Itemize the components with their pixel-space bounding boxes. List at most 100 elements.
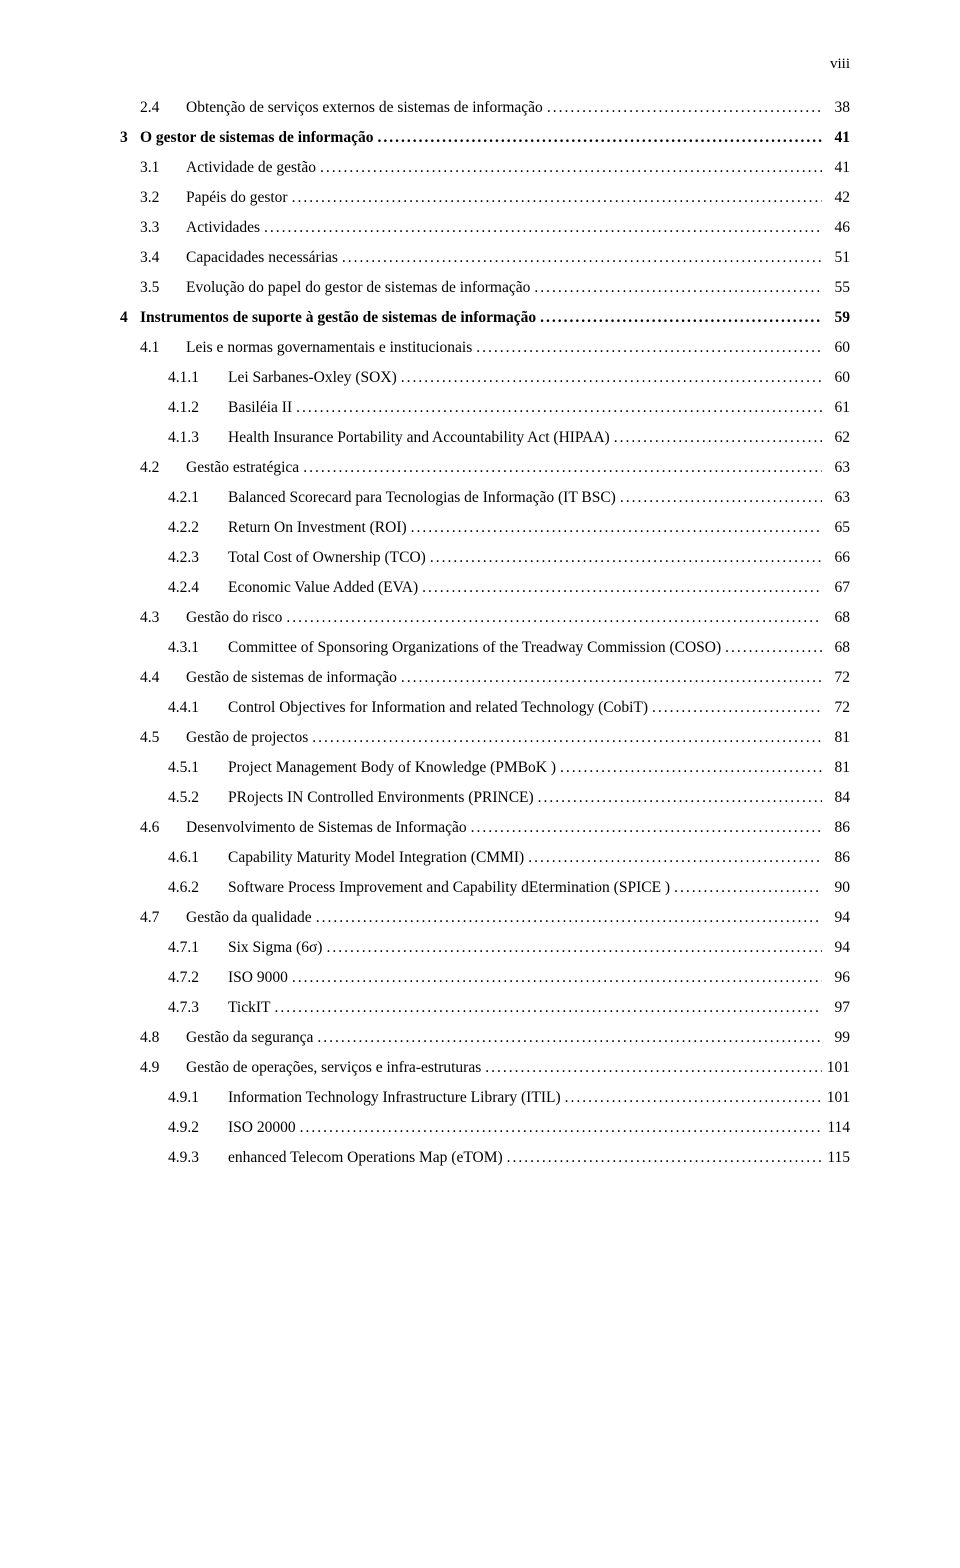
toc-entry-page: 72 — [822, 670, 850, 686]
toc-entry-number: 4.2 — [140, 460, 172, 476]
toc-entry-title: enhanced Telecom Operations Map (eTOM) — [214, 1150, 503, 1166]
toc-entry-page: 68 — [822, 640, 850, 656]
toc-entry: 4.9Gestão de operações, serviços e infra… — [120, 1060, 850, 1076]
toc-entry: 4.5.1Project Management Body of Knowledg… — [120, 760, 850, 776]
toc-entry-number: 4.5.1 — [168, 760, 214, 776]
toc-leader-dots — [292, 400, 822, 416]
toc-entry-title: TickIT — [214, 1000, 271, 1016]
toc-entry-number: 3.2 — [140, 190, 172, 206]
toc-leader-dots — [288, 190, 822, 206]
toc-leader-dots — [299, 460, 822, 476]
toc-entry-title: Evolução do papel do gestor de sistemas … — [172, 280, 530, 296]
toc-entry-title: O gestor de sistemas de informação — [136, 130, 373, 146]
toc-entry-page: 94 — [822, 940, 850, 956]
toc-entry-number: 3 — [120, 130, 136, 146]
toc-leader-dots — [338, 250, 822, 266]
toc-entry: 4.6Desenvolvimento de Sistemas de Inform… — [120, 820, 850, 836]
toc-leader-dots — [282, 610, 822, 626]
toc-entry: 3.5Evolução do papel do gestor de sistem… — [120, 280, 850, 296]
toc-entry-number: 4.1.2 — [168, 400, 214, 416]
toc-entry-page: 115 — [822, 1150, 850, 1166]
toc-entry-number: 3.1 — [140, 160, 172, 176]
toc-entry: 4.6.1Capability Maturity Model Integrati… — [120, 850, 850, 866]
toc-entry: 4Instrumentos de suporte à gestão de sis… — [120, 310, 850, 326]
toc-leader-dots — [271, 1000, 823, 1016]
toc-entry-title: Gestão da segurança — [172, 1030, 313, 1046]
toc-leader-dots — [561, 1090, 822, 1106]
toc-entry-page: 55 — [822, 280, 850, 296]
toc-entry: 4.9.2ISO 20000114 — [120, 1120, 850, 1136]
toc-entry: 4.1.2Basiléia II61 — [120, 400, 850, 416]
toc-leader-dots — [467, 820, 822, 836]
toc-entry-page: 86 — [822, 850, 850, 866]
toc-leader-dots — [260, 220, 822, 236]
toc-entry-number: 4.4.1 — [168, 700, 214, 716]
toc-entry-number: 4.2.2 — [168, 520, 214, 536]
toc-leader-dots — [481, 1060, 822, 1076]
toc-entry-title: Economic Value Added (EVA) — [214, 580, 418, 596]
toc-leader-dots — [426, 550, 822, 566]
toc-entry: 3.1Actividade de gestão 41 — [120, 160, 850, 176]
toc-entry-title: Desenvolvimento de Sistemas de Informaçã… — [172, 820, 467, 836]
toc-entry-page: 60 — [822, 370, 850, 386]
toc-entry-title: Gestão de projectos — [172, 730, 308, 746]
toc-entry: 4.1Leis e normas governamentais e instit… — [120, 340, 850, 356]
toc-entry-page: 63 — [822, 490, 850, 506]
toc-entry-number: 4.9.3 — [168, 1150, 214, 1166]
toc-entry-title: Return On Investment (ROI) — [214, 520, 407, 536]
toc-entry: 4.2.1Balanced Scorecard para Tecnologias… — [120, 490, 850, 506]
toc-entry-page: 51 — [822, 250, 850, 266]
toc-entry-number: 4.9 — [140, 1060, 172, 1076]
toc-entry: 4.3Gestão do risco68 — [120, 610, 850, 626]
toc-entry: 4.4Gestão de sistemas de informação72 — [120, 670, 850, 686]
toc-entry-number: 4.1 — [140, 340, 172, 356]
toc-entry: 4.1.1Lei Sarbanes-Oxley (SOX)60 — [120, 370, 850, 386]
toc-leader-dots — [670, 880, 822, 896]
toc-entry-page: 41 — [822, 130, 850, 146]
toc-entry-number: 4.6.2 — [168, 880, 214, 896]
toc-entry: 4.2.2Return On Investment (ROI)65 — [120, 520, 850, 536]
toc-entry-page: 94 — [822, 910, 850, 926]
toc-entry-page: 62 — [822, 430, 850, 446]
toc-entry-page: 96 — [822, 970, 850, 986]
toc-entry: 4.9.3enhanced Telecom Operations Map (eT… — [120, 1150, 850, 1166]
toc-entry-number: 4.2.1 — [168, 490, 214, 506]
toc-entry-number: 3.3 — [140, 220, 172, 236]
toc-entry-title: Basiléia II — [214, 400, 292, 416]
toc-entry-page: 90 — [822, 880, 850, 896]
toc-leader-dots — [616, 490, 822, 506]
toc-entry-title: Instrumentos de suporte à gestão de sist… — [136, 310, 536, 326]
toc-entry: 4.5.2PRojects IN Controlled Environments… — [120, 790, 850, 806]
toc-entry: 4.5Gestão de projectos81 — [120, 730, 850, 746]
toc-entry-number: 3.4 — [140, 250, 172, 266]
toc-leader-dots — [648, 700, 822, 716]
toc-entry-title: Obtenção de serviços externos de sistema… — [172, 100, 543, 116]
toc-entry: 3.3Actividades46 — [120, 220, 850, 236]
toc-leader-dots — [524, 850, 822, 866]
toc-entry-page: 41 — [822, 160, 850, 176]
toc-entry-page: 46 — [822, 220, 850, 236]
toc-leader-dots — [373, 130, 822, 146]
toc-entry: 4.9.1Information Technology Infrastructu… — [120, 1090, 850, 1106]
toc-leader-dots — [288, 970, 822, 986]
toc-entry-title: Capacidades necessárias — [172, 250, 338, 266]
toc-leader-dots — [536, 310, 822, 326]
toc-entry-number: 4.1.3 — [168, 430, 214, 446]
toc-entry-page: 99 — [822, 1030, 850, 1046]
toc-entry-number: 4.8 — [140, 1030, 172, 1046]
toc-entry-number: 4 — [120, 310, 136, 326]
toc-entry-page: 114 — [822, 1120, 850, 1136]
toc-leader-dots — [721, 640, 822, 656]
toc-entry-page: 66 — [822, 550, 850, 566]
toc-entry-number: 3.5 — [140, 280, 172, 296]
toc-entry-title: Committee of Sponsoring Organizations of… — [214, 640, 721, 656]
toc-entry: 4.2.3Total Cost of Ownership (TCO)66 — [120, 550, 850, 566]
toc-entry-number: 4.2.4 — [168, 580, 214, 596]
toc-entry-number: 2.4 — [140, 100, 172, 116]
toc-entry-number: 4.9.1 — [168, 1090, 214, 1106]
toc-entry-title: Health Insurance Portability and Account… — [214, 430, 610, 446]
toc-entry-title: Actividade de gestão — [172, 160, 316, 176]
toc-entry-title: Balanced Scorecard para Tecnologias de I… — [214, 490, 616, 506]
toc-entry-title: Papéis do gestor — [172, 190, 288, 206]
toc-entry-title: Capability Maturity Model Integration (C… — [214, 850, 524, 866]
